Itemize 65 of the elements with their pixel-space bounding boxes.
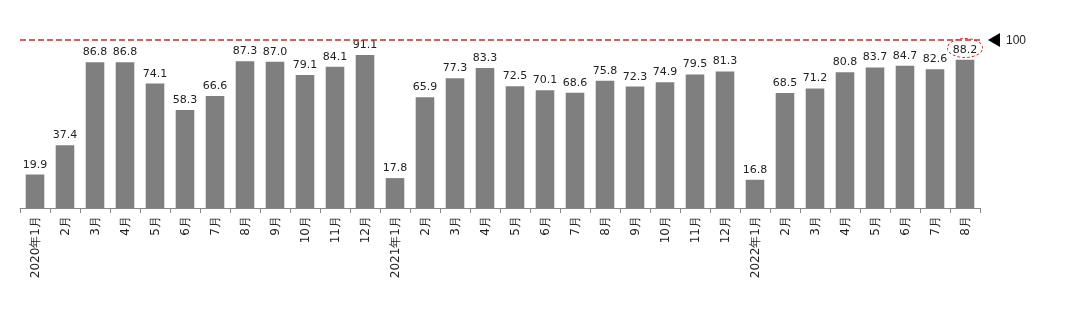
data-label: 83.3 <box>472 51 498 65</box>
data-label: 37.4 <box>52 128 78 142</box>
data-label: 66.6 <box>202 79 228 93</box>
x-tick-label: 10月 <box>658 216 672 244</box>
data-label: 86.8 <box>82 45 108 59</box>
x-tick-label: 3月 <box>88 216 102 236</box>
x-tick-label: 2月 <box>58 216 72 236</box>
x-tick-label: 2月 <box>778 216 792 236</box>
data-label: 87.0 <box>262 44 288 58</box>
x-tick-label: 6月 <box>178 216 192 236</box>
data-label: 77.3 <box>442 61 468 75</box>
x-tick-label: 9月 <box>628 216 642 236</box>
data-label: 74.9 <box>652 65 678 79</box>
x-tick-label: 5月 <box>508 216 522 236</box>
x-tick-label: 5月 <box>868 216 882 236</box>
data-label: 83.7 <box>862 50 888 64</box>
data-label: 81.3 <box>712 54 738 68</box>
x-tick-label: 2020年1月 <box>28 216 42 279</box>
x-tick-label: 4月 <box>478 216 492 236</box>
x-tick-label: 3月 <box>448 216 462 236</box>
x-tick-label: 7月 <box>928 216 942 236</box>
x-tick-label: 7月 <box>208 216 222 236</box>
data-label: 75.8 <box>592 63 618 77</box>
data-label: 72.3 <box>622 69 648 83</box>
x-tick-label: 2022年1月 <box>748 216 762 279</box>
x-tick-label: 2021年1月 <box>388 216 402 279</box>
data-label: 58.3 <box>172 93 198 107</box>
x-tick-label: 4月 <box>118 216 132 236</box>
x-tick-label: 5月 <box>148 216 162 236</box>
data-label: 79.1 <box>292 58 318 72</box>
ref-line-label: 100 <box>1006 33 1027 47</box>
data-label: 70.1 <box>532 73 558 87</box>
data-label: 84.7 <box>892 48 918 62</box>
data-label: 16.8 <box>742 162 768 176</box>
data-label: 74.1 <box>142 66 168 80</box>
data-label: 84.1 <box>322 49 348 63</box>
data-label: 65.9 <box>412 80 438 94</box>
x-tick-label: 11月 <box>328 216 342 244</box>
x-tick-label: 4月 <box>838 216 852 236</box>
x-tick-label: 12月 <box>358 216 372 244</box>
x-tick-label: 11月 <box>688 216 702 244</box>
x-tick-label: 12月 <box>718 216 732 244</box>
x-tick-label: 6月 <box>538 216 552 236</box>
data-label: 86.8 <box>112 45 138 59</box>
x-tick-label: 2月 <box>418 216 432 236</box>
data-label: 91.1 <box>352 37 378 51</box>
x-tick-label: 6月 <box>898 216 912 236</box>
data-label: 82.6 <box>922 52 948 66</box>
x-tick-label: 9月 <box>268 216 282 236</box>
x-tick-label: 8月 <box>958 216 972 236</box>
data-label: 80.8 <box>832 55 858 69</box>
x-tick-label: 8月 <box>598 216 612 236</box>
data-label: 88.2 <box>952 42 978 56</box>
data-label: 68.6 <box>562 75 588 89</box>
data-label: 79.5 <box>682 57 708 71</box>
x-tick-label: 3月 <box>808 216 822 236</box>
data-label: 19.9 <box>22 157 48 171</box>
data-label: 72.5 <box>502 69 528 83</box>
data-label: 68.5 <box>772 75 798 89</box>
data-label: 87.3 <box>232 44 258 58</box>
x-tick-label: 7月 <box>568 216 582 236</box>
data-label: 17.8 <box>382 161 408 175</box>
x-tick-label: 8月 <box>238 216 252 236</box>
x-tick-label: 10月 <box>298 216 312 244</box>
data-label: 71.2 <box>802 71 828 85</box>
